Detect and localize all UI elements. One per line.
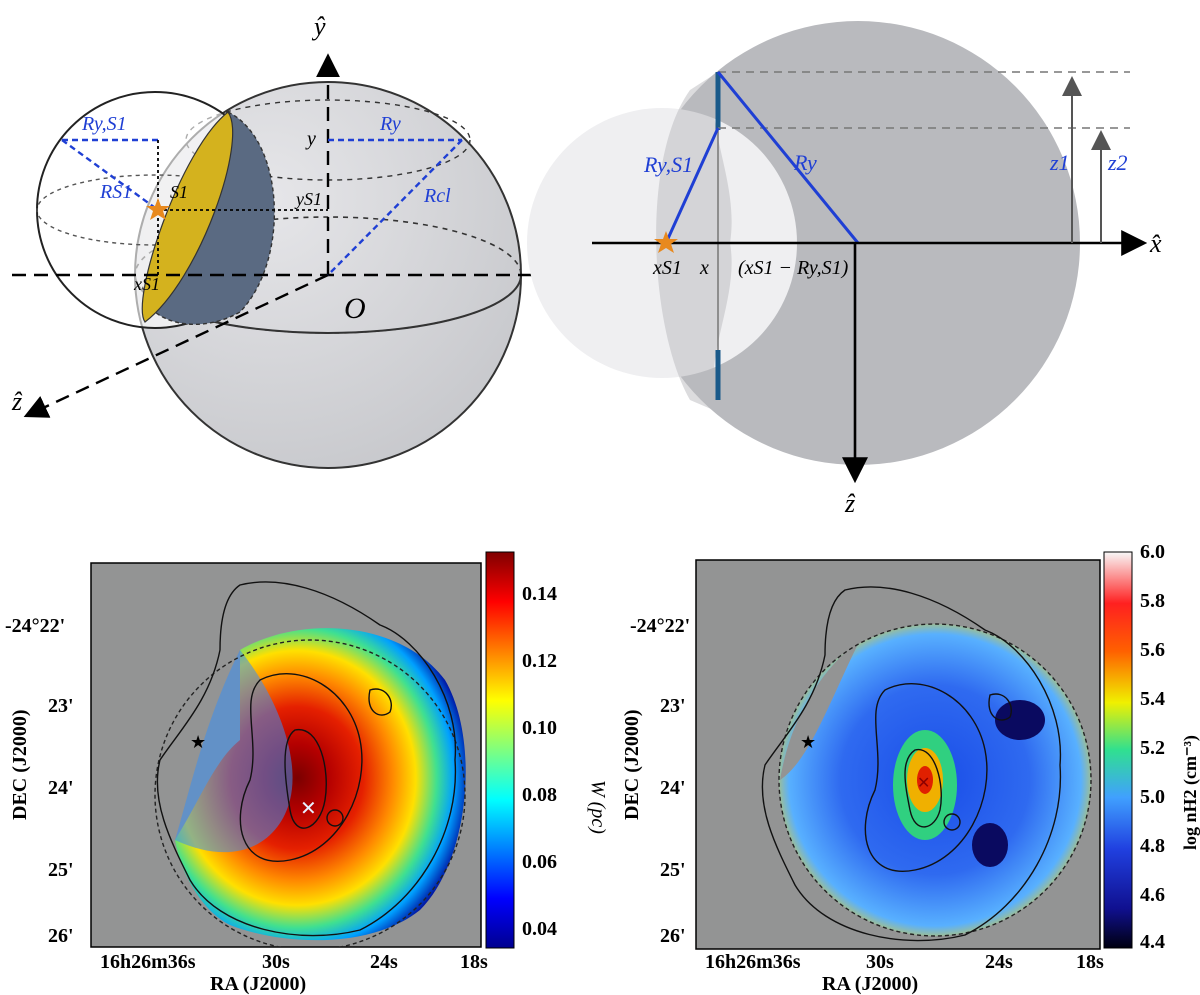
ylabel-left: DEC (J2000) bbox=[9, 709, 31, 820]
star-s1-icon bbox=[146, 198, 170, 220]
xlabel-left: RA (J2000) bbox=[210, 973, 306, 995]
contour-small-left bbox=[368, 688, 392, 716]
density-peak-core bbox=[917, 766, 933, 794]
label-Rs1: RS1 bbox=[99, 181, 132, 203]
cbtick-left-1: 0.12 bbox=[522, 650, 557, 672]
ytick-left-1: 23' bbox=[48, 695, 74, 717]
label-x-2d: x bbox=[699, 257, 709, 279]
label-z2: z2 bbox=[1107, 150, 1128, 175]
star-2d-icon bbox=[654, 231, 678, 253]
contour-inner-left bbox=[284, 729, 327, 829]
star-marker-left: ★ bbox=[190, 732, 206, 753]
contour-mid-left bbox=[239, 673, 363, 862]
density-dark-1 bbox=[995, 700, 1045, 740]
xtick-right-1: 30s bbox=[866, 951, 894, 973]
cbtick-right-0: 6.0 bbox=[1140, 541, 1165, 563]
label-Rys1: Ry,S1 bbox=[81, 113, 127, 135]
Rys1-line-2d bbox=[664, 127, 720, 244]
cbtick-left-3: 0.08 bbox=[522, 784, 557, 806]
xtick-right-2: 24s bbox=[985, 951, 1013, 973]
ytick-left-0: -24°22' bbox=[5, 615, 65, 637]
axis-x-2d-label: x̂ bbox=[1149, 229, 1162, 258]
map-circle-right bbox=[778, 623, 1092, 937]
z-axis-line bbox=[23, 273, 329, 418]
cbtick-right-8: 4.4 bbox=[1140, 931, 1165, 953]
cbtick-right-2: 5.6 bbox=[1140, 639, 1165, 661]
label-xs1-2d: xS1 bbox=[652, 257, 682, 279]
map-circle-left bbox=[154, 639, 466, 947]
Rcl-line bbox=[327, 139, 463, 276]
xtick-left-3: 18s bbox=[460, 951, 488, 973]
panel-cross-section: x̂ ẑ Ry,S1 Ry xS1 x (xS1 − Ry,S1) z1 z2 bbox=[527, 21, 1162, 518]
cbtick-left-4: 0.06 bbox=[522, 851, 557, 873]
xtick-left-2: 24s bbox=[370, 951, 398, 973]
ytick-left-3: 25' bbox=[48, 859, 74, 881]
cbtick-right-3: 5.4 bbox=[1140, 688, 1165, 710]
cbtick-left-5: 0.04 bbox=[522, 918, 557, 940]
cbtick-left-2: 0.10 bbox=[522, 717, 557, 739]
label-xminus-2d: (xS1 − Ry,S1) bbox=[738, 257, 849, 279]
panel-3d-sphere: ŷ x̂ ẑ O Ry,S1 Ry RS1 Rcl S1 y yS1 xS1 bbox=[11, 12, 574, 469]
label-Ry: Ry bbox=[379, 113, 401, 135]
crescent-cut bbox=[175, 650, 293, 853]
panel-density-map: ✕ ★ -24°22' 23' 24' 25' 26' 16h26m36s 30… bbox=[621, 541, 1200, 995]
contour-outer-left bbox=[156, 581, 457, 937]
Ry-line-2d bbox=[716, 71, 860, 244]
panel-width-map: ✕ ★ -24°22' 23' 24' 25' 26' 16h26m36s 30… bbox=[5, 551, 609, 995]
xtick-right-0: 16h26m36s bbox=[705, 951, 801, 973]
cbtick-left-0: 0.14 bbox=[522, 583, 557, 605]
ytick-right-4: 26' bbox=[660, 925, 686, 947]
peak-marker-left: ✕ bbox=[300, 796, 317, 820]
axis-z-2d-label: ẑ bbox=[844, 489, 856, 518]
xtick-right-3: 18s bbox=[1076, 951, 1104, 973]
ytick-left-2: 24' bbox=[48, 777, 74, 799]
label-y: y bbox=[305, 128, 316, 150]
contour-dot-right bbox=[943, 813, 961, 831]
contour-small-right bbox=[988, 693, 1012, 721]
contour-mid-right bbox=[864, 683, 988, 872]
xtick-left-0: 16h26m36s bbox=[100, 951, 196, 973]
ytick-right-1: 23' bbox=[660, 695, 686, 717]
ytick-left-4: 26' bbox=[48, 925, 74, 947]
label-Rys1-2d: Ry,S1 bbox=[643, 152, 693, 177]
label-xs1: xS1 bbox=[133, 274, 160, 294]
ylabel-right: DEC (J2000) bbox=[621, 709, 643, 820]
label-Ry-2d: Ry bbox=[793, 150, 817, 175]
axis-z-label: ẑ bbox=[11, 387, 23, 416]
yellow-disk bbox=[141, 111, 234, 323]
ytick-right-0: -24°22' bbox=[630, 615, 690, 637]
contour-inner-right bbox=[904, 749, 942, 828]
ytick-right-3: 25' bbox=[660, 859, 686, 881]
contour-outer-right bbox=[761, 586, 1062, 942]
label-Rcl: Rcl bbox=[423, 185, 451, 207]
label-ys1: yS1 bbox=[294, 189, 322, 209]
colorbar-left bbox=[485, 551, 515, 949]
colorbar-right bbox=[1103, 551, 1133, 949]
axis-y-label: ŷ bbox=[311, 12, 326, 41]
cbtick-right-6: 4.8 bbox=[1140, 835, 1165, 857]
label-z1: z1 bbox=[1049, 150, 1070, 175]
xlabel-right: RA (J2000) bbox=[822, 973, 918, 995]
cbtick-right-1: 5.8 bbox=[1140, 590, 1165, 612]
label-S1: S1 bbox=[170, 182, 188, 202]
cbtick-right-4: 5.2 bbox=[1140, 737, 1165, 759]
origin-label: O bbox=[344, 292, 366, 325]
star-marker-right: ★ bbox=[800, 732, 816, 753]
peak-marker-right: ✕ bbox=[917, 773, 930, 792]
ytick-right-2: 24' bbox=[660, 777, 686, 799]
cbtick-right-5: 5.0 bbox=[1140, 786, 1165, 808]
cblabel-left: W (pc) bbox=[587, 780, 609, 834]
contour-dot-left bbox=[326, 809, 344, 827]
xtick-left-1: 30s bbox=[262, 951, 290, 973]
cbtick-right-7: 4.6 bbox=[1140, 884, 1165, 906]
cblabel-right: log nH2 (cm⁻³) bbox=[1180, 735, 1200, 850]
density-left-cut bbox=[780, 640, 860, 780]
density-dark-2 bbox=[972, 823, 1008, 867]
